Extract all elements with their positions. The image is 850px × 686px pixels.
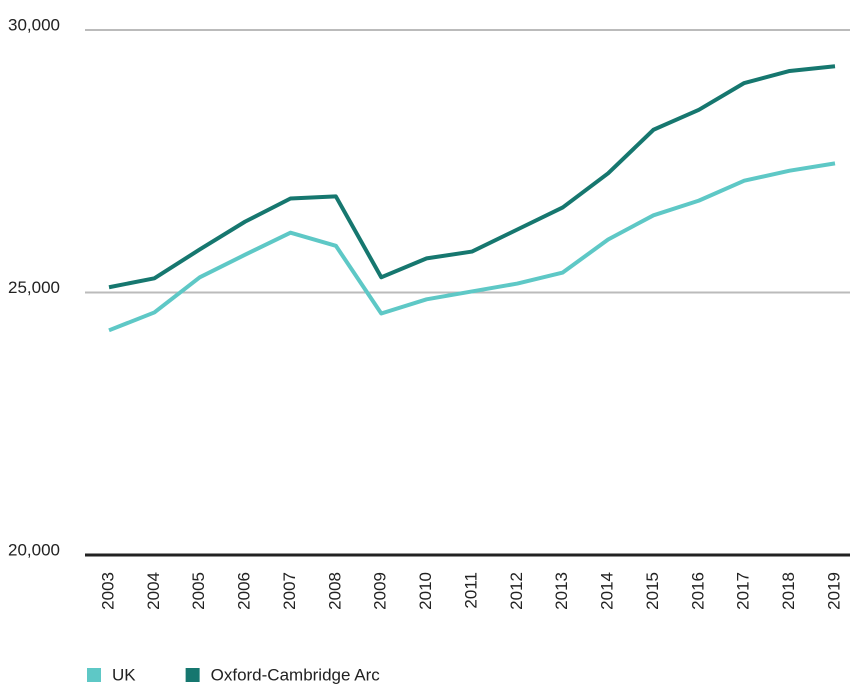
x-tick-label: 2006 <box>235 572 254 610</box>
x-tick-label: 2011 <box>461 572 480 609</box>
x-tick-label: 2014 <box>598 572 617 610</box>
x-tick-label: 2008 <box>325 572 344 610</box>
x-tick-label: 2013 <box>552 572 571 610</box>
x-tick-label: 2016 <box>688 572 707 610</box>
x-tick-label: 2004 <box>144 572 163 610</box>
x-tick-label: 2015 <box>643 572 662 610</box>
x-tick-label: 2003 <box>98 572 117 610</box>
legend-label: Oxford-Cambridge Arc <box>211 665 381 684</box>
legend-label: UK <box>112 665 136 684</box>
x-tick-label: 2017 <box>734 572 753 610</box>
x-tick-label: 2010 <box>416 572 435 610</box>
y-tick-label: 25,000 <box>8 278 60 297</box>
y-tick-label: 20,000 <box>8 540 60 559</box>
x-tick-label: 2018 <box>779 572 798 610</box>
series-line <box>108 64 836 290</box>
x-tick-label: 2019 <box>824 572 843 610</box>
series-line <box>108 161 836 333</box>
x-tick-label: 2007 <box>280 572 299 610</box>
legend-swatch <box>87 668 101 682</box>
x-tick-label: 2012 <box>507 572 526 610</box>
x-tick-label: 2005 <box>189 572 208 610</box>
y-tick-label: 30,000 <box>8 15 60 34</box>
legend-swatch <box>185 668 200 682</box>
x-tick-label: 2009 <box>371 572 390 610</box>
